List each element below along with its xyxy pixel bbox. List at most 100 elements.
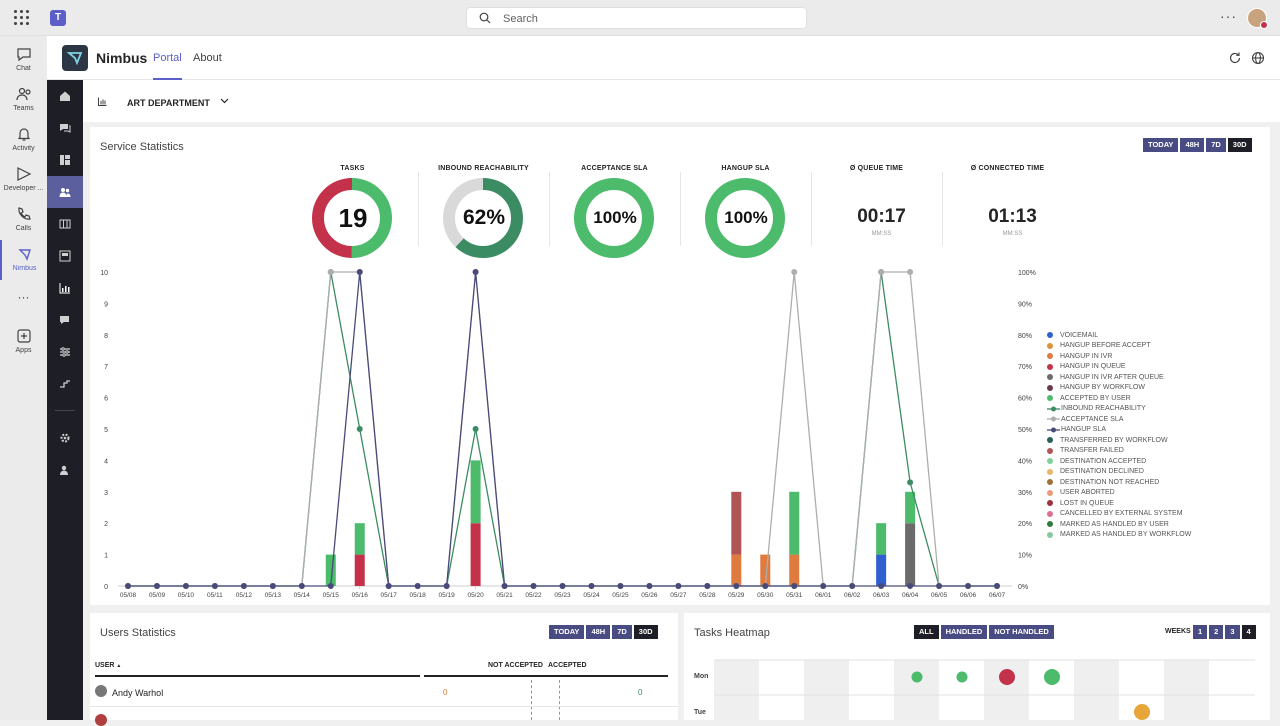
legend-dot xyxy=(1047,521,1053,528)
app-launcher-icon[interactable] xyxy=(14,10,30,26)
user-name[interactable]: Andy Warhol xyxy=(112,688,164,698)
profile-avatar[interactable] xyxy=(1247,8,1268,29)
week-3-button[interactable]: 3 xyxy=(1225,625,1240,639)
legend-label: CANCELLED BY EXTERNAL SYSTEM xyxy=(1060,510,1183,518)
legend-item[interactable]: INBOUND REACHABILITY xyxy=(1047,404,1191,415)
rail-item-teams[interactable]: Teams xyxy=(0,80,47,120)
range-7d-button[interactable]: 7D xyxy=(612,625,632,639)
week-1-button[interactable]: 1 xyxy=(1193,625,1208,639)
x-tick-label: 05/11 xyxy=(207,592,223,599)
rail-item-more[interactable]: ··· xyxy=(0,286,47,326)
search-input[interactable]: Search xyxy=(466,7,807,29)
range-today-button[interactable]: TODAY xyxy=(549,625,585,639)
settings-more-icon[interactable]: ··· xyxy=(1220,8,1237,24)
nav-filters-icon[interactable] xyxy=(47,336,83,368)
column-not-accepted[interactable]: NOT ACCEPTED xyxy=(488,662,543,669)
rail-item-activity[interactable]: Activity xyxy=(0,120,47,160)
legend-dot xyxy=(1047,447,1053,454)
y2-tick-label: 60% xyxy=(1018,396,1032,403)
column-accepted[interactable]: ACCEPTED xyxy=(548,662,587,669)
legend-item[interactable]: HANGUP SLA xyxy=(1047,425,1191,436)
series-point xyxy=(356,426,363,432)
nav-home-icon[interactable] xyxy=(47,80,83,112)
legend-item[interactable]: ACCEPTANCE SLA xyxy=(1047,414,1191,425)
range-today-button[interactable]: TODAY xyxy=(1143,138,1179,152)
legend-line-dot xyxy=(1051,416,1056,422)
nav-statistics-icon[interactable] xyxy=(47,272,83,304)
bar-segment xyxy=(789,491,800,555)
chevron-down-icon[interactable] xyxy=(220,98,229,104)
nav-workflow-icon[interactable] xyxy=(47,368,83,400)
tab-portal[interactable]: Portal xyxy=(153,52,182,80)
legend-label: USER ABORTED xyxy=(1060,489,1115,497)
kpi-divider xyxy=(680,172,681,246)
service-selector[interactable]: ART DEPARTMENT xyxy=(83,80,1280,122)
legend-item[interactable]: LOST IN QUEUE xyxy=(1047,498,1191,509)
rail-item-calls[interactable]: Calls xyxy=(0,200,47,240)
series-point xyxy=(211,583,218,589)
filter-all-button[interactable]: ALL xyxy=(914,625,939,639)
legend-item[interactable]: DESTINATION DECLINED xyxy=(1047,467,1191,478)
series-point xyxy=(356,269,363,275)
range-7d-button[interactable]: 7D xyxy=(1206,138,1226,152)
legend-item[interactable]: MARKED AS HANDLED BY USER xyxy=(1047,519,1191,530)
range-30d-button[interactable]: 30D xyxy=(1227,138,1252,152)
range-48h-button[interactable]: 48H xyxy=(586,625,611,639)
globe-icon[interactable] xyxy=(1251,51,1265,65)
nav-chat-icon[interactable] xyxy=(47,304,83,336)
x-tick-label: 05/20 xyxy=(467,592,484,599)
range-30d-button[interactable]: 30D xyxy=(633,625,658,639)
teams-icon xyxy=(15,87,31,101)
not-accepted-value: 0 xyxy=(443,688,448,697)
bar-segment xyxy=(354,554,365,586)
nav-conversations-icon[interactable] xyxy=(47,112,83,144)
filter-handled-button[interactable]: HANDLED xyxy=(940,625,988,639)
legend-item[interactable]: CANCELLED BY EXTERNAL SYSTEM xyxy=(1047,509,1191,520)
legend-item[interactable]: HANGUP IN QUEUE xyxy=(1047,362,1191,373)
refresh-icon[interactable] xyxy=(1228,51,1242,65)
filter-not-handled-button[interactable]: NOT HANDLED xyxy=(989,625,1054,639)
legend-item[interactable]: TRANSFER FAILED xyxy=(1047,446,1191,457)
legend-item[interactable]: ACCEPTED BY USER xyxy=(1047,393,1191,404)
rail-item-apps[interactable]: Apps xyxy=(0,322,47,362)
week-4-button[interactable]: 4 xyxy=(1241,625,1256,639)
legend-item[interactable]: HANGUP IN IVR xyxy=(1047,351,1191,362)
kpi-label: ACCEPTANCE SLA xyxy=(581,165,648,172)
legend-item[interactable]: HANGUP BY WORKFLOW xyxy=(1047,383,1191,394)
rail-item-chat[interactable]: Chat xyxy=(0,40,47,80)
legend-item[interactable]: VOICEMAIL xyxy=(1047,330,1191,341)
nav-user-settings-icon[interactable] xyxy=(47,454,83,486)
nav-dashboard-icon[interactable] xyxy=(47,144,83,176)
legend-item[interactable]: HANGUP BEFORE ACCEPT xyxy=(1047,341,1191,352)
bar-segment xyxy=(876,523,887,555)
rail-item-nimbus[interactable]: Nimbus xyxy=(0,240,47,280)
heatmap-column xyxy=(1209,660,1254,720)
tab-about[interactable]: About xyxy=(193,52,222,64)
column-user[interactable]: USER ▲ xyxy=(95,662,121,669)
x-tick-label: 06/02 xyxy=(844,592,861,599)
legend-label: INBOUND REACHABILITY xyxy=(1061,405,1146,413)
developer-icon xyxy=(16,167,31,181)
nav-users-icon[interactable] xyxy=(47,176,83,208)
legend-item[interactable]: HANGUP IN IVR AFTER QUEUE xyxy=(1047,372,1191,383)
legend-item[interactable]: MARKED AS HANDLED BY WORKFLOW xyxy=(1047,530,1191,541)
nav-settings-icon[interactable] xyxy=(47,422,83,454)
heatmap-column xyxy=(759,660,804,720)
nav-table-icon[interactable] xyxy=(47,208,83,240)
bar-segment xyxy=(470,523,481,586)
legend-item[interactable]: DESTINATION NOT REACHED xyxy=(1047,477,1191,488)
x-tick-label: 05/22 xyxy=(525,592,542,599)
legend-item[interactable]: TRANSFERRED BY WORKFLOW xyxy=(1047,435,1191,446)
series-point xyxy=(530,583,537,589)
rail-item-developer[interactable]: Developer ... xyxy=(0,160,47,200)
nav-reports-icon[interactable] xyxy=(47,240,83,272)
range-48h-button[interactable]: 48H xyxy=(1180,138,1205,152)
x-tick-label: 05/23 xyxy=(554,592,571,599)
week-2-button[interactable]: 2 xyxy=(1209,625,1224,639)
heatmap-column xyxy=(804,660,849,720)
legend-item[interactable]: USER ABORTED xyxy=(1047,488,1191,499)
search-icon xyxy=(479,12,491,24)
legend-item[interactable]: DESTINATION ACCEPTED xyxy=(1047,456,1191,467)
